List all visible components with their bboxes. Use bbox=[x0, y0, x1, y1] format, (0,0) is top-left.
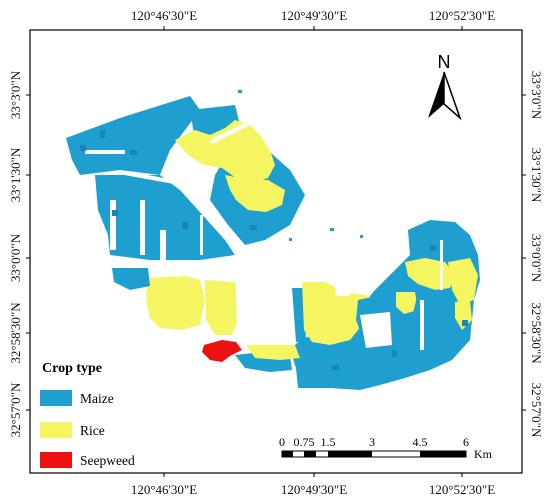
legend-title: Crop type bbox=[42, 361, 102, 376]
legend-label-rice: Rice bbox=[80, 423, 105, 438]
maize-speckle bbox=[80, 130, 468, 370]
scale-bar-segment bbox=[420, 451, 466, 457]
north-arrow-right-half bbox=[443, 71, 462, 121]
scale-label: 4.5 bbox=[413, 435, 428, 449]
top-tick-label: 120°46'30"E bbox=[131, 8, 197, 23]
north-label: N bbox=[438, 52, 451, 72]
bottom-tick-label: 120°46'30"E bbox=[131, 482, 197, 497]
scale-label: 3 bbox=[369, 435, 375, 449]
frame-tick-marks bbox=[26, 26, 526, 477]
scale-label: 0 bbox=[279, 435, 285, 449]
maize-detail bbox=[112, 268, 452, 384]
top-tick-label: 120°52'30"E bbox=[429, 8, 495, 23]
right-tick-label: 32°58'30"N bbox=[529, 302, 544, 364]
scattered-pixels bbox=[238, 90, 363, 241]
scale-bar-segment bbox=[328, 451, 372, 457]
legend-label-seepweed: Seepweed bbox=[80, 453, 135, 468]
right-tick-label: 33°3'0"N bbox=[529, 71, 544, 120]
legend-swatch-maize bbox=[40, 390, 72, 406]
bottom-tick-label: 120°49'30"E bbox=[281, 482, 347, 497]
legend: Crop type Maize Rice Seepweed bbox=[40, 361, 135, 468]
north-arrow: N bbox=[428, 52, 462, 121]
left-tick-label: 33°3'0"N bbox=[8, 70, 23, 119]
legend-label-maize: Maize bbox=[80, 391, 114, 406]
crop-classification-map bbox=[66, 90, 480, 390]
right-tick-label: 32°57'0"N bbox=[529, 383, 544, 438]
scale-bar: 0 0.75 1.5 3 4.5 6 Km bbox=[279, 435, 493, 461]
right-tick-label: 33°1'30"N bbox=[529, 148, 544, 203]
scale-bar-segment bbox=[304, 451, 316, 457]
non-crop-gaps bbox=[85, 120, 443, 350]
left-tick-label: 33°0'0"N bbox=[8, 233, 23, 282]
legend-swatch-seepweed bbox=[40, 452, 72, 468]
scale-unit: Km bbox=[474, 447, 493, 461]
scale-label: 1.5 bbox=[321, 435, 336, 449]
bottom-tick-label: 120°52'30"E bbox=[429, 482, 495, 497]
north-arrow-left-half bbox=[428, 72, 444, 118]
scale-bar-segment bbox=[282, 451, 293, 457]
top-tick-label: 120°49'30"E bbox=[281, 8, 347, 23]
scale-label: 6 bbox=[463, 435, 469, 449]
legend-swatch-rice bbox=[40, 422, 72, 438]
left-tick-label: 33°1'30"N bbox=[8, 147, 23, 202]
left-tick-label: 32°57'0"N bbox=[8, 382, 23, 437]
right-tick-label: 33°0'0"N bbox=[529, 234, 544, 283]
left-tick-label: 32°58'30"N bbox=[8, 302, 23, 364]
seepweed-area bbox=[202, 340, 242, 362]
scale-label: 0.75 bbox=[294, 435, 315, 449]
